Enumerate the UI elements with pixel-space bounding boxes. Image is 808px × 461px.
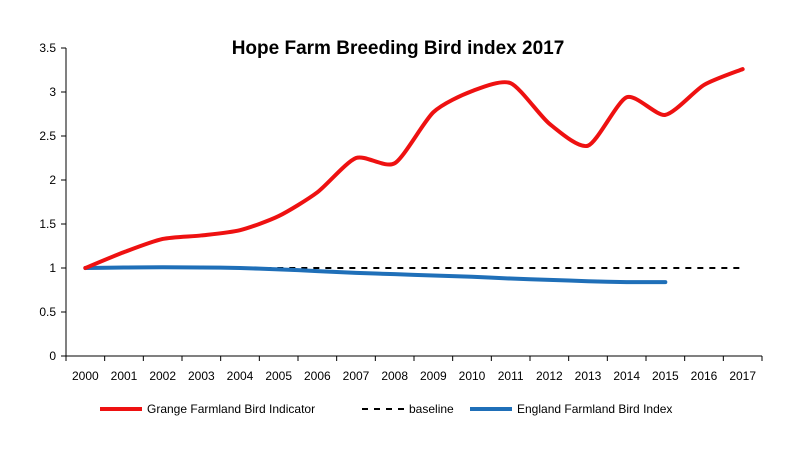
y-tick-label: 2 [49,173,56,187]
x-tick-label: 2014 [613,369,640,383]
x-tick-label: 2015 [652,369,679,383]
x-tick-label: 2004 [227,369,254,383]
series-line-england-farmland-bird-index [83,265,668,285]
y-tick-label: 3.5 [39,41,56,55]
x-tick-label: 2002 [149,369,176,383]
series-layer [83,67,745,285]
axes: 0 0.5 1 1.5 2 2.5 3 3.5 2000 2001 2002 2003 2004 2005… [39,41,763,383]
x-tick-label: 2010 [459,369,486,383]
x-tick-label: 2007 [343,369,370,383]
legend-item-baseline: baseline [362,402,454,416]
y-tick-label: 0 [49,349,56,363]
x-tick-label: 2017 [729,369,756,383]
series-line-grange-farmland-bird-indicator [83,67,745,270]
legend-label: England Farmland Bird Index [517,402,672,416]
legend-label: Grange Farmland Bird Indicator [147,402,315,416]
x-tick-label: 2011 [498,369,524,383]
x-tick-label: 2009 [420,369,447,383]
legend-label: baseline [409,402,454,416]
x-tick-label: 2000 [72,369,99,383]
legend-item-england-farmland-bird-index: England Farmland Bird Index [470,402,672,416]
chart-title: Hope Farm Breeding Bird index 2017 [232,38,565,59]
y-tick-label: 0.5 [39,305,56,319]
x-tick-label: 2013 [575,369,602,383]
x-tick-label: 2012 [536,369,563,383]
x-tick-label: 2005 [265,369,292,383]
legend: Grange Farmland Bird Indicator baseline En… [100,402,672,416]
x-tick-label: 2008 [381,369,408,383]
x-tick-label: 2006 [304,369,331,383]
y-tick-label: 2.5 [39,129,56,143]
x-tick-label: 2016 [691,369,718,383]
y-tick-label: 3 [49,85,56,99]
x-tick-label: 2001 [111,369,138,383]
x-tick-label: 2003 [188,369,215,383]
legend-item-grange-farmland-bird-indicator: Grange Farmland Bird Indicator [100,402,315,416]
y-tick-label: 1 [49,261,56,275]
y-tick-label: 1.5 [39,217,56,231]
